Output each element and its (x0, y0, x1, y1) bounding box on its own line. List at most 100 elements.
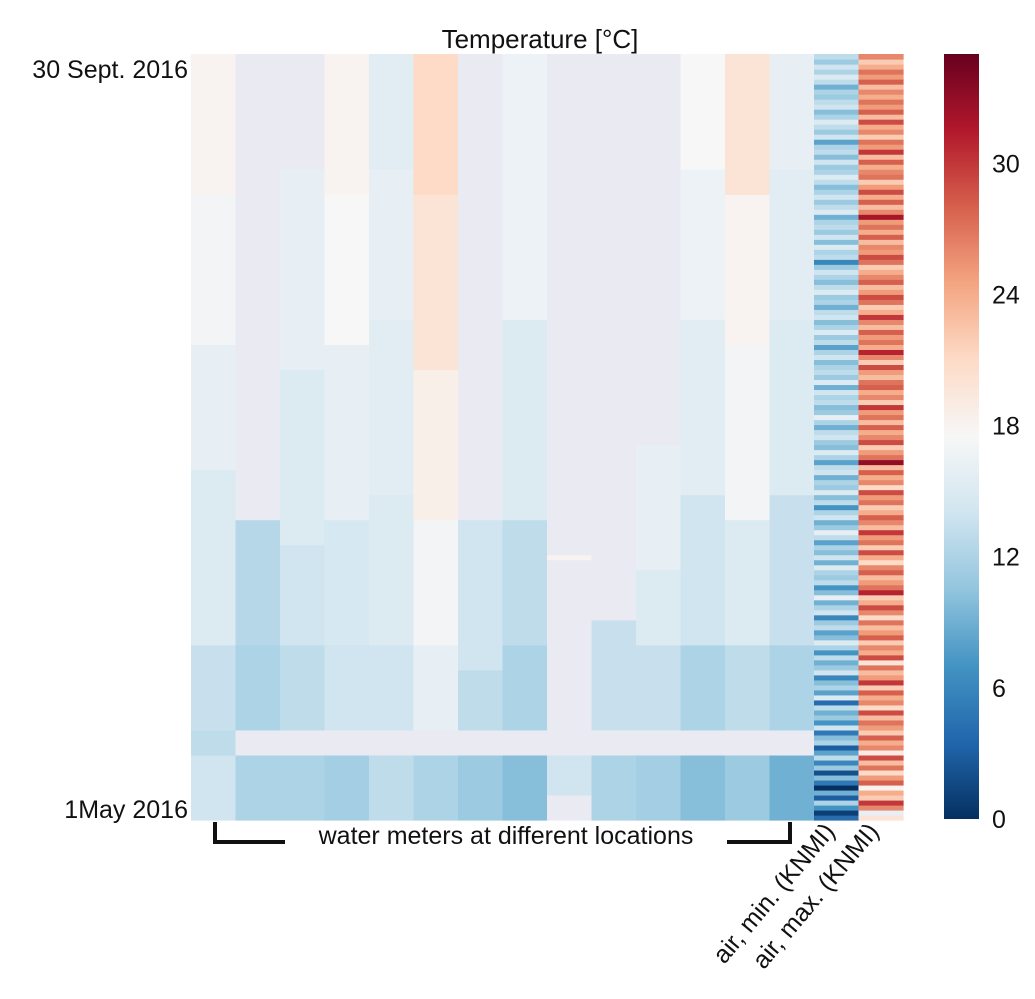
air-max-cell (858, 334, 904, 340)
heatmap-cell (369, 169, 415, 320)
air-max-cell (858, 694, 904, 701)
air-max-cell (858, 714, 904, 721)
air-min-cell (814, 614, 860, 621)
air-max-cell (858, 509, 904, 516)
air-min-cell (814, 54, 860, 60)
air-min-cell (814, 409, 860, 416)
y-bottom-label: 1May 2016 (64, 796, 188, 824)
heatmap-cell (235, 644, 281, 731)
air-max-cell (858, 419, 904, 426)
colorbar-tick-label: 0 (992, 806, 1006, 834)
air-min-cell (814, 204, 860, 210)
air-max-cell (858, 659, 904, 666)
air-min-cell (814, 94, 860, 100)
air-max-cell (858, 184, 904, 190)
air-max-cell (858, 354, 904, 360)
air-max-cell (858, 589, 904, 596)
air-min-cell (814, 809, 860, 816)
air-min-cell (814, 724, 860, 731)
air-min-cell (814, 359, 860, 366)
air-min-cell (814, 384, 860, 391)
air-max-cell (858, 604, 904, 611)
heatmap-cell (769, 494, 815, 646)
air-min-cell (814, 794, 860, 801)
air-min-cell (814, 464, 860, 471)
air-min-cell (814, 569, 860, 576)
air-min-cell (814, 804, 860, 811)
air-min-cell (814, 114, 860, 120)
air-max-cell (858, 424, 904, 431)
air-max-cell (858, 144, 904, 150)
air-min-cell (814, 589, 860, 596)
air-max-cell (858, 499, 904, 506)
air-min-cell (814, 719, 860, 726)
heatmap-cell (280, 729, 326, 756)
air-min-cell (814, 494, 860, 501)
air-min-cell (814, 599, 860, 606)
air-min-cell (814, 329, 860, 335)
air-min-cell (814, 514, 860, 521)
air-max-cell (858, 279, 904, 285)
air-max-cell (858, 259, 904, 265)
heatmap-cell (502, 729, 548, 756)
air-max-cell (858, 669, 904, 676)
heatmap-cell (725, 519, 771, 646)
air-min-cell (814, 404, 860, 411)
air-min-cell (814, 814, 860, 821)
heatmap-cell (324, 54, 370, 195)
heatmap-cell (680, 54, 726, 170)
air-min-cell (814, 109, 860, 115)
air-min-cell (814, 434, 860, 441)
air-min-cell (814, 99, 860, 105)
air-max-cell (858, 204, 904, 210)
air-min-cell (814, 394, 860, 401)
air-min-cell (814, 284, 860, 290)
heatmap-cell (458, 729, 504, 756)
air-max-cell (858, 309, 904, 315)
air-min-cell (814, 669, 860, 676)
air-min-cell (814, 689, 860, 696)
air-min-cell (814, 224, 860, 230)
heatmap-cell (547, 729, 593, 756)
air-max-cell (858, 454, 904, 461)
heatmap-cell (413, 194, 459, 371)
air-max-cell (858, 74, 904, 80)
air-max-cell (858, 689, 904, 696)
air-max-cell (858, 304, 904, 310)
air-max-cell (858, 64, 904, 70)
air-min-cell (814, 309, 860, 315)
heatmap-cell (413, 519, 459, 646)
air-max-cell (858, 574, 904, 581)
air-min-cell (814, 144, 860, 150)
heatmap-cell (369, 644, 415, 731)
heatmap-cell (591, 754, 637, 821)
air-min-cell (814, 294, 860, 300)
air-min-cell (814, 219, 860, 225)
air-min-cell (814, 789, 860, 796)
heatmap-cell (324, 519, 370, 646)
air-max-cell (858, 394, 904, 401)
air-max-cell (858, 629, 904, 636)
air-min-cell (814, 354, 860, 360)
air-max-cell (858, 554, 904, 561)
air-min-cell (814, 774, 860, 781)
heatmap-cell (191, 54, 237, 195)
heatmap-cell (636, 644, 682, 731)
heatmap-cell (725, 754, 771, 821)
air-min-cell (814, 209, 860, 215)
heatmap-cell (680, 644, 726, 731)
heatmap-cell (769, 754, 815, 821)
heatmap-cell (680, 319, 726, 496)
air-min-cell (814, 474, 860, 481)
air-max-cell (858, 624, 904, 631)
heatmap-cell (413, 644, 459, 731)
air-max-cell (858, 664, 904, 671)
y-top-label: 30 Sept. 2016 (32, 56, 188, 84)
air-max-cell (858, 744, 904, 751)
heatmap-cell (725, 344, 771, 521)
air-min-cell (814, 399, 860, 406)
air-max-cell (858, 404, 904, 411)
heatmap-cell (324, 344, 370, 521)
heatmap-cell (502, 319, 548, 521)
air-min-cell (814, 554, 860, 561)
